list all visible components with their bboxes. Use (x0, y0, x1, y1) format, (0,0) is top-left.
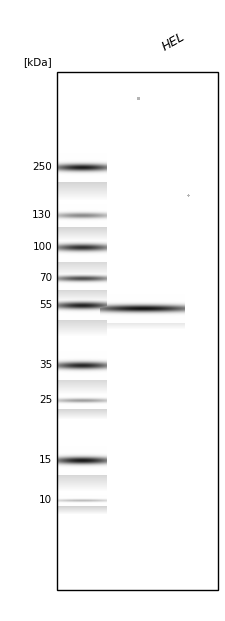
Text: 70: 70 (39, 273, 52, 283)
Text: 250: 250 (32, 162, 52, 172)
Text: 55: 55 (39, 300, 52, 310)
Text: 15: 15 (39, 455, 52, 465)
Text: 25: 25 (39, 395, 52, 405)
Text: HEL: HEL (159, 30, 187, 54)
Bar (57, 72, 218, 590)
Text: [kDa]: [kDa] (23, 57, 52, 67)
Text: 35: 35 (39, 360, 52, 370)
Text: 100: 100 (32, 242, 52, 252)
Text: 130: 130 (32, 210, 52, 220)
Text: 10: 10 (39, 495, 52, 505)
